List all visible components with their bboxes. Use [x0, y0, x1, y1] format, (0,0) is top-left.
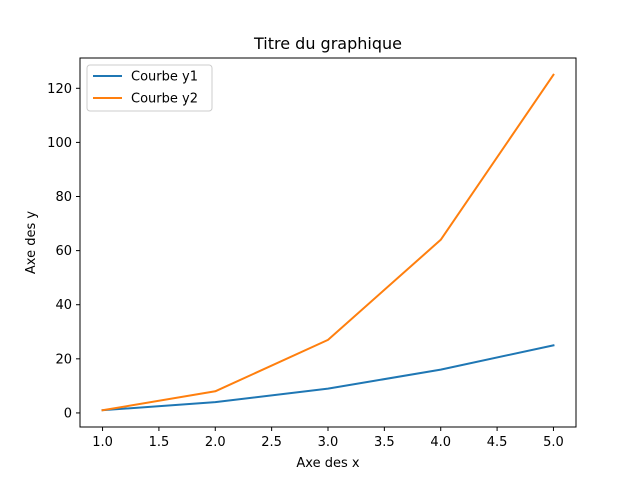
y-tick-label: 80	[55, 190, 72, 205]
legend-label: Courbe y2	[131, 92, 198, 107]
chart-title: Titre du graphique	[253, 34, 402, 53]
x-axis: 1.0 1.5 2.0 2.5 3.0 3.5 4.0 4.5 5.0	[92, 427, 564, 450]
y-tick-label: 0	[64, 406, 72, 421]
x-tick-label: 2.0	[205, 435, 226, 450]
y-tick-label: 60	[55, 244, 72, 259]
x-tick-label: 2.5	[261, 435, 282, 450]
x-tick-label: 3.0	[318, 435, 339, 450]
y-tick-label: 100	[47, 136, 72, 151]
x-tick-label: 3.5	[374, 435, 395, 450]
series-line-2	[101, 73, 555, 412]
y-tick-label: 40	[55, 298, 72, 313]
x-tick-label: 1.5	[149, 435, 170, 450]
y-axis-title: Axe des y	[24, 211, 39, 274]
legend-label: Courbe y1	[131, 70, 198, 85]
y-tick-label: 20	[55, 352, 72, 367]
series-layer	[101, 73, 555, 412]
series-line-1	[101, 344, 555, 412]
x-tick-label: 4.0	[430, 435, 451, 450]
x-tick-label: 1.0	[92, 435, 113, 450]
x-axis-title: Axe des x	[296, 456, 359, 471]
x-tick-label: 5.0	[543, 435, 564, 450]
legend: Courbe y1 Courbe y2	[86, 64, 213, 112]
y-tick-label: 120	[47, 82, 72, 97]
y-axis: 0 20 40 60 80 100 120	[47, 82, 80, 421]
x-tick-label: 4.5	[487, 435, 508, 450]
